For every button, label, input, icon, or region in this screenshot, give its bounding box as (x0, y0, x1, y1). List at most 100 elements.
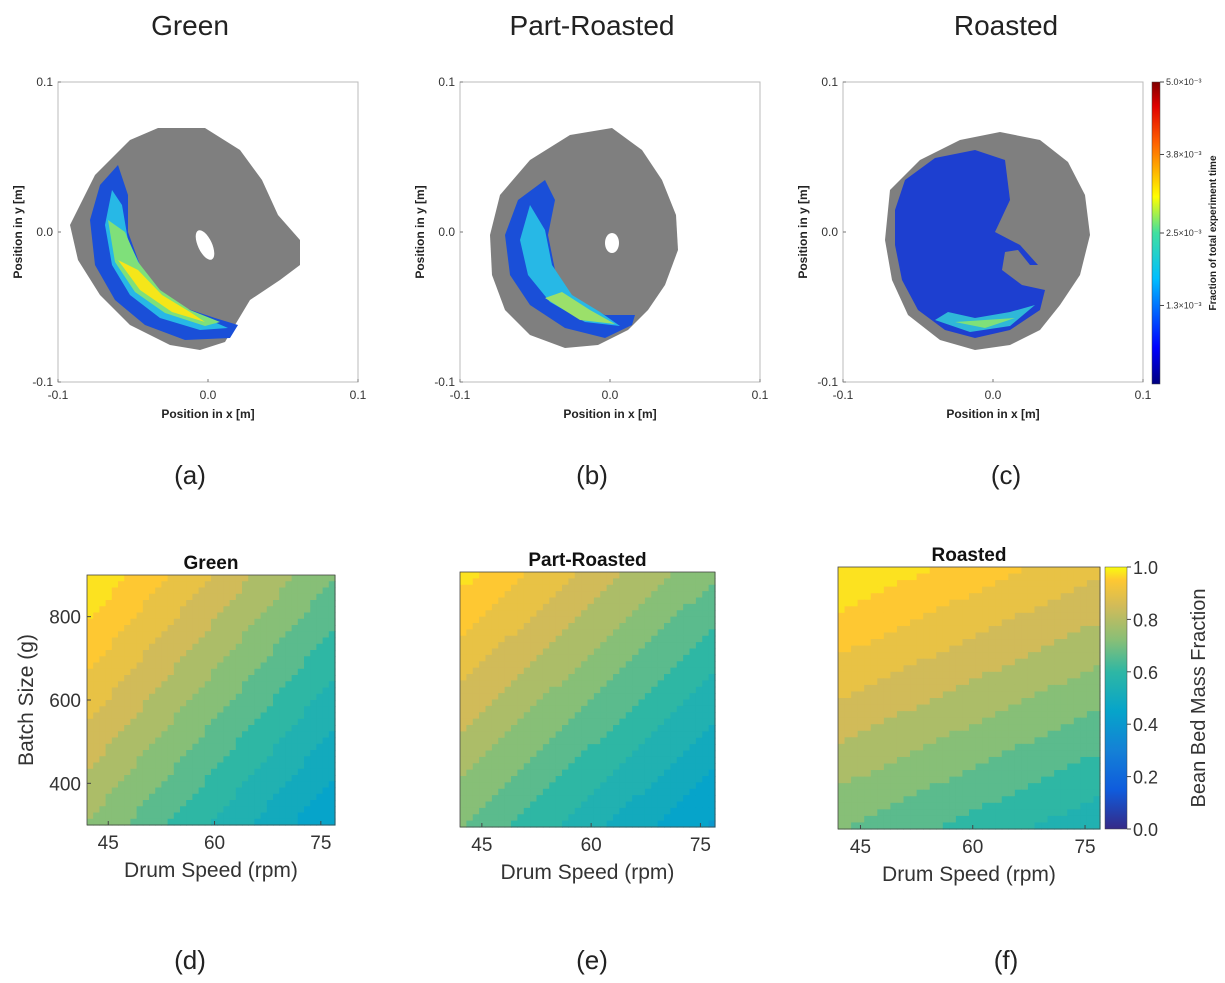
contour-cell (511, 731, 518, 739)
contour-cell (1054, 645, 1062, 653)
contour-cell (186, 781, 193, 789)
contour-cell (260, 768, 268, 776)
contour-cell (149, 643, 156, 651)
contour-cell (479, 603, 487, 611)
contour-cell (1060, 671, 1068, 679)
contour-cell (593, 795, 601, 803)
contour-cell (328, 581, 336, 589)
contour-cell (890, 698, 898, 706)
contour-cell (310, 643, 317, 651)
contour-cell (229, 581, 237, 589)
contour-cell (523, 750, 531, 758)
contour-cell (523, 776, 531, 783)
contour-cell (916, 730, 924, 738)
contour-cell (479, 744, 487, 752)
contour-cell (466, 642, 474, 650)
contour-cell (562, 737, 569, 745)
contour-cell (942, 809, 950, 817)
contour-cell (485, 769, 493, 777)
contour-cell (105, 737, 113, 745)
contour-cell (568, 705, 576, 713)
contour-cell (542, 686, 550, 694)
contour-cell (192, 750, 200, 757)
x-tick-label: 75 (310, 833, 331, 854)
contour-cell (186, 812, 193, 820)
contour-cell (689, 795, 697, 803)
contour-cell (304, 756, 311, 764)
contour-cell (910, 684, 918, 693)
contour-cell (161, 718, 169, 726)
contour-cell (702, 635, 710, 643)
contour-cell (936, 612, 944, 620)
contour-cell (198, 787, 206, 795)
contour-cell (304, 706, 311, 714)
contour-cell (1034, 789, 1042, 797)
contour-cell (1054, 776, 1062, 784)
contour-cell (929, 599, 937, 607)
contour-cell (955, 756, 964, 765)
contour-cell (969, 639, 977, 647)
contour-cell (498, 776, 506, 783)
contour-cell (670, 610, 678, 618)
contour-cell (155, 768, 162, 776)
contour-cell (593, 686, 601, 694)
contour-cell (587, 750, 595, 758)
contour-cell (695, 648, 703, 656)
contour-cell (155, 750, 162, 757)
contour-cell (316, 656, 324, 664)
contour-cell (1034, 763, 1042, 771)
contour-cell (161, 768, 169, 776)
contour-cell (549, 616, 557, 624)
contour-cell (708, 616, 716, 624)
contour-cell (670, 572, 678, 579)
contour-cell (248, 618, 255, 626)
contour-cell (851, 567, 859, 575)
contour-cell (204, 650, 212, 657)
contour-cell (949, 684, 957, 693)
contour-cell (124, 593, 131, 601)
contour-cell (242, 693, 249, 701)
contour-cell (523, 820, 531, 828)
contour-cell (676, 744, 684, 752)
contour-cell (969, 573, 977, 581)
contour-cell (600, 814, 608, 822)
contour-cell (676, 795, 684, 803)
contour-cell (485, 603, 493, 611)
contour-cell (975, 567, 983, 575)
contour-cell (310, 787, 317, 795)
contour-cell (702, 725, 710, 732)
contour-cell (248, 806, 255, 814)
contour-cell (173, 650, 181, 657)
contour-cell (995, 639, 1003, 647)
contour-cell (167, 706, 175, 714)
contour-cell (198, 618, 206, 626)
contour-cell (167, 750, 175, 757)
contour-cell (1034, 802, 1042, 810)
contour-cell (890, 789, 898, 797)
contour-cell (304, 775, 311, 782)
contour-cell (130, 618, 138, 626)
contour-cell (198, 812, 206, 820)
contour-cell (297, 581, 305, 589)
contour-cell (949, 606, 957, 614)
contour-cell (192, 668, 200, 676)
contour-cell (844, 743, 852, 751)
contour-cell (1021, 593, 1029, 601)
contour-cell (1080, 691, 1088, 699)
contour-cell (297, 681, 305, 689)
contour-cell (625, 610, 633, 618)
contour-cell (955, 770, 964, 778)
contour-cell (1021, 756, 1029, 765)
contour-cell (555, 616, 563, 624)
hole (605, 233, 619, 253)
contour-cell (149, 618, 156, 626)
contour-cell (562, 642, 569, 650)
contour-cell (498, 718, 506, 726)
contour-cell (916, 717, 924, 725)
contour-cell (229, 668, 237, 676)
contour-cell (638, 769, 646, 777)
contour-cell (593, 756, 601, 764)
contour-cell (695, 661, 703, 669)
contour-cell (695, 623, 703, 630)
contour-cell (581, 686, 589, 694)
